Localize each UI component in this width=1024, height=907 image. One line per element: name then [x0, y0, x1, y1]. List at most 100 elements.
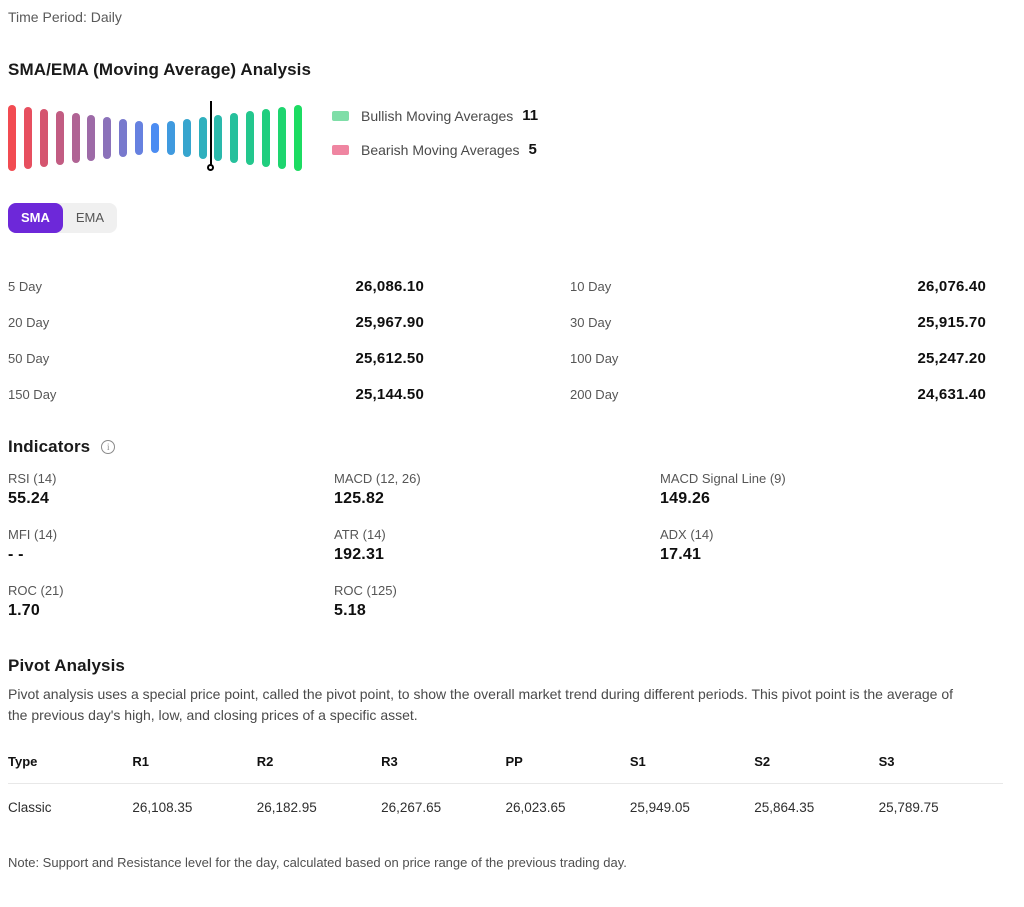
gauge-bar — [55, 111, 64, 165]
ma-label: 30 Day — [570, 314, 612, 330]
gauge-bars — [8, 101, 302, 175]
ma-value: 25,247.20 — [917, 349, 986, 367]
ma-row-50-day: 50 Day 25,612.50 — [8, 349, 424, 367]
gauge-bar — [262, 109, 270, 167]
gauge-bar — [246, 111, 255, 165]
ma-value: 25,144.50 — [355, 385, 424, 403]
ma-value: 25,612.50 — [355, 349, 424, 367]
bearish-swatch-icon — [332, 144, 349, 155]
ma-value: 24,631.40 — [917, 385, 986, 403]
indicator-value: 125.82 — [334, 490, 385, 507]
gauge-bar — [214, 115, 223, 161]
indicator-label: MFI (14) — [8, 527, 58, 542]
bearish-count: 5 — [528, 141, 537, 158]
indicator-mfi: MFI (14) - - — [8, 527, 334, 567]
ma-sentiment-gauge — [8, 101, 302, 175]
indicator-label: ADX (14) — [660, 527, 714, 542]
indicators-title-text: Indicators — [8, 437, 91, 456]
time-period-label: Time Period: Daily — [8, 9, 122, 25]
pivot-note: Note: Support and Resistance level for t… — [8, 855, 627, 870]
indicators-section-title: Indicators i — [8, 437, 1016, 457]
gauge-bar — [71, 113, 80, 163]
ma-label: 200 Day — [570, 386, 619, 402]
sma-ema-section-title: SMA/EMA (Moving Average) Analysis — [8, 60, 312, 79]
ma-row-10-day: 10 Day 26,076.40 — [570, 277, 986, 295]
indicator-macd-signal: MACD Signal Line (9) 149.26 — [660, 471, 986, 511]
page: Time Period: Daily SMA/EMA (Moving Avera… — [8, 9, 1016, 870]
ema-button[interactable]: EMA — [63, 203, 117, 233]
ma-label: 10 Day — [570, 278, 612, 294]
pivot-section-title: Pivot Analysis — [8, 656, 125, 675]
ma-label: 5 Day — [8, 278, 42, 294]
gauge-bar — [103, 117, 112, 159]
legend-item-bearish: Bearish Moving Averages 5 — [332, 141, 538, 158]
indicator-value: 1.70 — [8, 602, 40, 619]
gauge-bar — [182, 119, 191, 157]
pivot-description: Pivot analysis uses a special price poin… — [8, 686, 954, 723]
pivot-header-r2: R2 — [256, 754, 274, 769]
indicator-label: ATR (14) — [334, 527, 386, 542]
pivot-cell-pp: 26,023.65 — [505, 800, 566, 815]
pivot-cell-r2: 26,182.95 — [256, 800, 317, 815]
indicator-value: 5.18 — [334, 602, 366, 619]
ma-value: 25,915.70 — [917, 313, 986, 331]
indicator-label: ROC (21) — [8, 583, 64, 598]
bullish-count: 11 — [522, 107, 539, 124]
gauge-needle[interactable] — [205, 101, 217, 177]
ma-label: 100 Day — [570, 350, 619, 366]
ma-row-100-day: 100 Day 25,247.20 — [570, 349, 986, 367]
bullish-swatch-icon — [332, 110, 349, 121]
gauge-legend: Bullish Moving Averages 11 Bearish Movin… — [332, 101, 538, 158]
indicator-value: 55.24 — [8, 490, 50, 507]
legend-item-bullish: Bullish Moving Averages 11 — [332, 107, 538, 124]
pivot-cell-r3: 26,267.65 — [381, 800, 442, 815]
indicator-value: 17.41 — [660, 546, 702, 563]
pivot-header-row: Type R1 R2 R3 PP S1 S2 S3 — [8, 754, 1003, 784]
indicator-value: 149.26 — [660, 490, 711, 507]
ma-row-5-day: 5 Day 26,086.10 — [8, 277, 424, 295]
gauge-bar — [119, 119, 128, 157]
gauge-bar — [8, 105, 16, 171]
pivot-header-s3: S3 — [878, 754, 895, 769]
sma-ema-toggle: SMA EMA — [8, 203, 118, 233]
ma-value: 26,086.10 — [355, 277, 424, 295]
indicator-value: 192.31 — [334, 546, 385, 563]
ma-row-20-day: 20 Day 25,967.90 — [8, 313, 424, 331]
pivot-header-s1: S1 — [629, 754, 646, 769]
gauge-bar — [39, 109, 48, 167]
indicator-adx: ADX (14) 17.41 — [660, 527, 986, 567]
ma-row-200-day: 200 Day 24,631.40 — [570, 385, 986, 403]
gauge-bar — [277, 107, 286, 169]
indicator-value: - - — [8, 546, 24, 563]
indicator-label: MACD (12, 26) — [334, 471, 421, 486]
pivot-header-r3: R3 — [381, 754, 398, 769]
pivot-header-pp: PP — [505, 754, 523, 769]
indicator-rsi: RSI (14) 55.24 — [8, 471, 334, 511]
pivot-cell-s3: 25,789.75 — [878, 800, 939, 815]
ma-label: 20 Day — [8, 314, 50, 330]
indicators-grid: RSI (14) 55.24 MACD (12, 26) 125.82 MACD… — [8, 471, 986, 623]
indicator-label: ROC (125) — [334, 583, 397, 598]
gauge-bar — [166, 121, 175, 155]
ma-row-30-day: 30 Day 25,915.70 — [570, 313, 986, 331]
table-row: Classic 26,108.35 26,182.95 26,267.65 26… — [8, 784, 1003, 815]
pivot-cell-s1: 25,949.05 — [629, 800, 690, 815]
info-icon[interactable]: i — [101, 440, 116, 454]
sma-button[interactable]: SMA — [8, 203, 63, 233]
indicator-macd: MACD (12, 26) 125.82 — [334, 471, 660, 511]
ma-row-150-day: 150 Day 25,144.50 — [8, 385, 424, 403]
gauge-row: Bullish Moving Averages 11 Bearish Movin… — [8, 101, 1016, 175]
gauge-bar — [198, 117, 207, 159]
ma-value: 26,076.40 — [917, 277, 986, 295]
pivot-cell-s2: 25,864.35 — [754, 800, 815, 815]
indicator-label: RSI (14) — [8, 471, 57, 486]
pivot-cell-r1: 26,108.35 — [132, 800, 193, 815]
pivot-header-s2: S2 — [754, 754, 771, 769]
indicator-roc-21: ROC (21) 1.70 — [8, 583, 334, 623]
pivot-table: Type R1 R2 R3 PP S1 S2 S3 Classic 26,108… — [8, 754, 1003, 815]
indicator-atr: ATR (14) 192.31 — [334, 527, 660, 567]
needle-line — [209, 101, 212, 165]
bullish-legend-label: Bullish Moving Averages — [361, 107, 514, 124]
needle-knob-icon — [207, 164, 215, 171]
ma-value: 25,967.90 — [355, 313, 424, 331]
